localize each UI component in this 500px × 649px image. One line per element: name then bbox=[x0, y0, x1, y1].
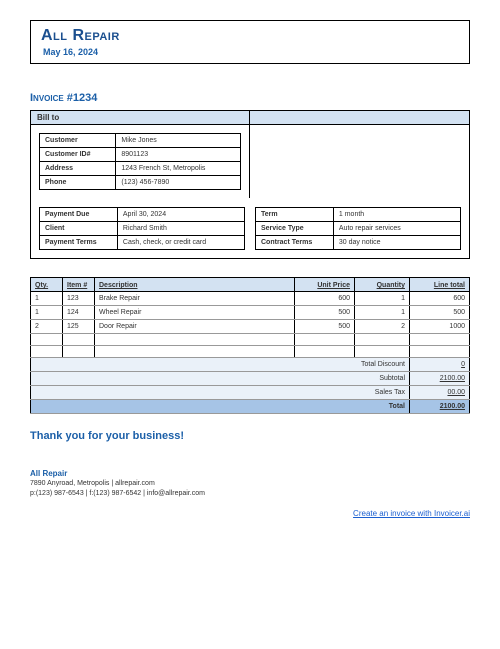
phone-v: (123) 456-7890 bbox=[116, 176, 241, 190]
sum-tot-v: 2100.00 bbox=[410, 400, 470, 414]
cterm-k: Term bbox=[256, 208, 334, 222]
sum-disc-v: 0 bbox=[410, 358, 470, 372]
cell-item: 125 bbox=[63, 320, 95, 334]
customer-section: CustomerMike Jones Customer ID#8901123 A… bbox=[31, 125, 469, 198]
ccterms-k: Contract Terms bbox=[256, 236, 334, 250]
cell-total: 500 bbox=[410, 306, 470, 320]
sum-tot-k: Total bbox=[31, 400, 410, 414]
addr-k: Address bbox=[40, 162, 116, 176]
footer-name: All Repair bbox=[30, 468, 470, 479]
pterms-k: Payment Terms bbox=[40, 236, 118, 250]
invoice-box: Bill to CustomerMike Jones Customer ID#8… bbox=[30, 110, 470, 259]
customer-table: CustomerMike Jones Customer ID#8901123 A… bbox=[39, 133, 241, 190]
h-quantity: Quantity bbox=[355, 278, 410, 292]
pclient-k: Client bbox=[40, 222, 118, 236]
sum-disc-k: Total Discount bbox=[31, 358, 410, 372]
invoice-date: May 16, 2024 bbox=[43, 47, 459, 57]
payment-table: Payment DueApril 30, 2024 ClientRichard … bbox=[39, 207, 245, 250]
cell-total: 1000 bbox=[410, 320, 470, 334]
addr-v: 1243 French St, Metropolis bbox=[116, 162, 241, 176]
table-row: 1124Wheel Repair5001500 bbox=[31, 306, 470, 320]
cell-item: 123 bbox=[63, 292, 95, 306]
footer: All Repair 7890 Anyroad, Metropolis | al… bbox=[30, 468, 470, 499]
header-box: All Repair May 16, 2024 bbox=[30, 20, 470, 64]
cell-qty: 2 bbox=[31, 320, 63, 334]
cell-qty: 1 bbox=[31, 292, 63, 306]
phone-k: Phone bbox=[40, 176, 116, 190]
sum-sub-k: Subtotal bbox=[31, 372, 410, 386]
cell-desc: Door Repair bbox=[95, 320, 295, 334]
pdue-k: Payment Due bbox=[40, 208, 118, 222]
cid-k: Customer ID# bbox=[40, 148, 116, 162]
contract-table: Term1 month Service TypeAuto repair serv… bbox=[255, 207, 461, 250]
sum-sub-v: 2100.00 bbox=[410, 372, 470, 386]
cserv-v: Auto repair services bbox=[333, 222, 460, 236]
pdue-v: April 30, 2024 bbox=[117, 208, 244, 222]
invoice-title: Invoice #1234 bbox=[30, 92, 470, 104]
invoicer-link[interactable]: Create an invoice with Invoicer.ai bbox=[30, 509, 470, 518]
cell-price: 600 bbox=[295, 292, 355, 306]
thanks-message: Thank you for your business! bbox=[30, 430, 470, 442]
h-item: Item # bbox=[63, 278, 95, 292]
h-price: Unit Price bbox=[295, 278, 355, 292]
h-desc: Description bbox=[95, 278, 295, 292]
cell-quantity: 2 bbox=[355, 320, 410, 334]
cid-v: 8901123 bbox=[116, 148, 241, 162]
company-name: All Repair bbox=[41, 27, 459, 45]
cell-total: 600 bbox=[410, 292, 470, 306]
sum-tax-k: Sales Tax bbox=[31, 386, 410, 400]
table-row: 2125Door Repair50021000 bbox=[31, 320, 470, 334]
h-total: Line total bbox=[410, 278, 470, 292]
items-table: Qty. Item # Description Unit Price Quant… bbox=[30, 277, 470, 414]
table-row: 1123Brake Repair6001600 bbox=[31, 292, 470, 306]
pclient-v: Richard Smith bbox=[117, 222, 244, 236]
cust-v: Mike Jones bbox=[116, 134, 241, 148]
billto-spacer bbox=[250, 111, 469, 125]
cell-quantity: 1 bbox=[355, 292, 410, 306]
cell-quantity: 1 bbox=[355, 306, 410, 320]
cserv-k: Service Type bbox=[256, 222, 334, 236]
ccterms-v: 30 day notice bbox=[333, 236, 460, 250]
terms-section: Payment DueApril 30, 2024 ClientRichard … bbox=[31, 198, 469, 258]
footer-contact: p:(123) 987-6543 | f:(123) 987-6542 | in… bbox=[30, 489, 470, 499]
footer-addr: 7890 Anyroad, Metropolis | allrepair.com bbox=[30, 479, 470, 489]
sum-tax-v: 00.00 bbox=[410, 386, 470, 400]
cell-desc: Brake Repair bbox=[95, 292, 295, 306]
h-qty: Qty. bbox=[31, 278, 63, 292]
cell-price: 500 bbox=[295, 306, 355, 320]
cust-k: Customer bbox=[40, 134, 116, 148]
cell-price: 500 bbox=[295, 320, 355, 334]
pterms-v: Cash, check, or credit card bbox=[117, 236, 244, 250]
cell-item: 124 bbox=[63, 306, 95, 320]
cell-desc: Wheel Repair bbox=[95, 306, 295, 320]
billto-row: Bill to bbox=[31, 111, 469, 125]
cell-qty: 1 bbox=[31, 306, 63, 320]
billto-label: Bill to bbox=[31, 111, 250, 125]
cterm-v: 1 month bbox=[333, 208, 460, 222]
